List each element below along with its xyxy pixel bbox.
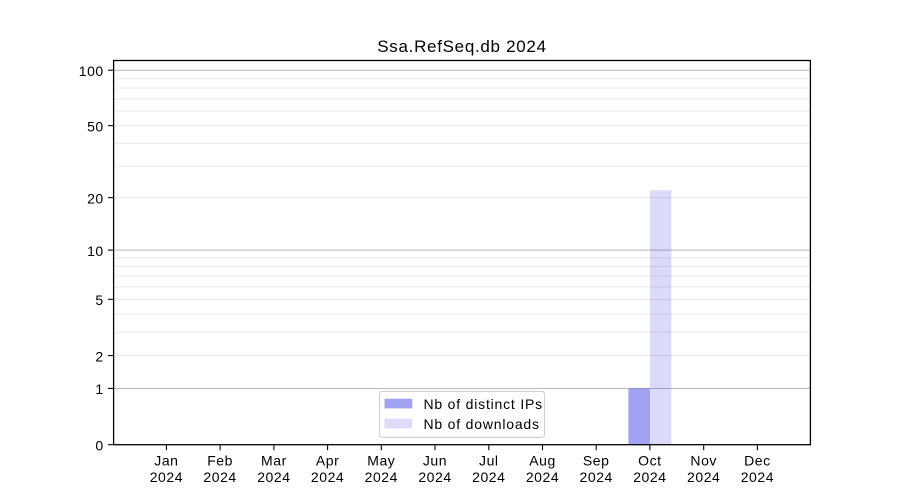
svg-text:Jan: Jan	[154, 452, 178, 468]
svg-text:Nov: Nov	[690, 452, 717, 468]
svg-text:2024: 2024	[580, 469, 613, 485]
svg-text:Dec: Dec	[744, 452, 771, 468]
svg-text:2024: 2024	[150, 469, 183, 485]
svg-text:2024: 2024	[418, 469, 451, 485]
svg-text:Jun: Jun	[423, 452, 447, 468]
svg-text:5: 5	[95, 292, 103, 308]
svg-text:Nb of distinct IPs: Nb of distinct IPs	[424, 396, 543, 412]
svg-text:Oct: Oct	[638, 452, 661, 468]
svg-text:2024: 2024	[526, 469, 559, 485]
svg-text:2024: 2024	[633, 469, 666, 485]
svg-text:2024: 2024	[472, 469, 505, 485]
svg-text:Feb: Feb	[207, 452, 233, 468]
svg-text:May: May	[367, 452, 395, 468]
svg-text:2024: 2024	[311, 469, 344, 485]
svg-text:Mar: Mar	[261, 452, 287, 468]
svg-text:Sep: Sep	[583, 452, 610, 468]
svg-text:Nb of downloads: Nb of downloads	[424, 416, 540, 432]
svg-text:2024: 2024	[257, 469, 290, 485]
svg-text:2024: 2024	[741, 469, 774, 485]
svg-text:2: 2	[95, 348, 103, 364]
svg-text:Ssa.RefSeq.db 2024: Ssa.RefSeq.db 2024	[377, 37, 547, 56]
svg-text:1: 1	[95, 381, 103, 397]
svg-text:Aug: Aug	[529, 452, 556, 468]
svg-text:2024: 2024	[687, 469, 720, 485]
svg-text:2024: 2024	[365, 469, 398, 485]
svg-text:50: 50	[87, 118, 104, 134]
svg-text:0: 0	[95, 437, 103, 453]
svg-text:20: 20	[87, 190, 104, 206]
svg-text:100: 100	[79, 63, 104, 79]
svg-text:2024: 2024	[203, 469, 236, 485]
svg-text:Apr: Apr	[316, 452, 339, 468]
svg-text:10: 10	[87, 243, 104, 259]
svg-text:Jul: Jul	[479, 452, 499, 468]
